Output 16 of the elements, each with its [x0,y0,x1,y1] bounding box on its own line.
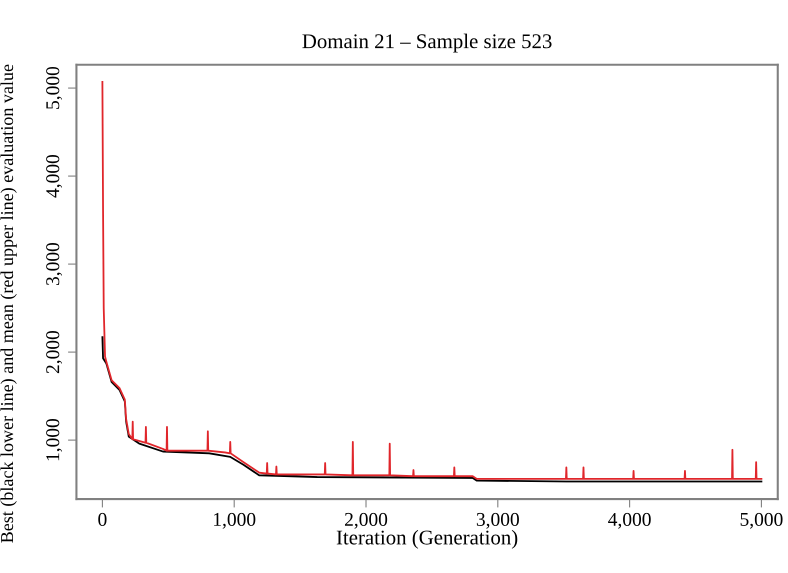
x-tick-label: 0 [98,512,107,526]
y-tick-label: 5,000 [46,66,62,109]
x-tick-label: 1,000 [214,512,256,529]
y-axis-title: Best (black lower line) and mean (red upper line) evaluation value [0,64,17,543]
x-tick-label: 3,000 [476,512,519,529]
chart-title: Domain 21 – Sample size 523 [302,34,552,53]
y-tick-label: 2,000 [46,330,62,374]
line-series [101,336,762,482]
x-tick-label: 5,000 [740,512,783,529]
y-tick-label: 1,000 [46,418,62,460]
y-tick-label: 4,000 [46,154,62,198]
x-tick-label: 2,000 [344,512,388,529]
line-series [101,81,762,480]
x-axis-title: Iteration (Generation) [336,530,518,549]
x-tick-label: 4,000 [608,512,651,529]
y-tick-label: 3,000 [46,242,62,286]
